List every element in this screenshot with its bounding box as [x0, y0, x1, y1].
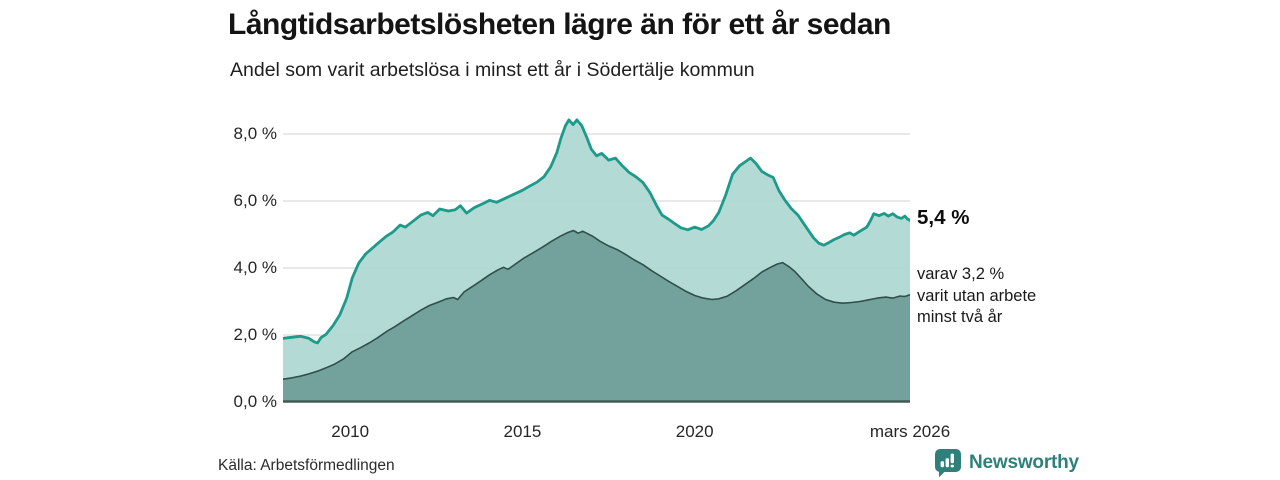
subset-annotation-line3: minst två år	[917, 308, 1003, 326]
newsworthy-brand: Newsworthy	[934, 448, 1079, 478]
page-title: Långtidsarbetslösheten lägre än för ett …	[228, 8, 891, 41]
x-tick-label-2015: 2015	[503, 422, 542, 441]
y-tick-label-2pct: 2,0 %	[233, 325, 277, 344]
y-tick-label-8pct: 8,0 %	[233, 124, 277, 143]
source-note: Källa: Arbetsförmedlingen	[218, 457, 395, 474]
newsworthy-logo-icon	[935, 449, 961, 478]
two-year-series-line	[283, 229, 910, 381]
newsworthy-wordmark: Newsworthy	[969, 452, 1079, 473]
total-series-line	[283, 118, 910, 345]
y-tick-label-4pct: 4,0 %	[233, 258, 277, 277]
y-tick-label-6pct: 6,0 %	[233, 191, 277, 210]
subset-annotation: varav 3,2 % varit utan arbete minst två …	[917, 264, 1036, 329]
x-tick-label-mars-2026: mars 2026	[869, 422, 951, 441]
subset-annotation-line2: varit utan arbete	[917, 286, 1037, 305]
area-chart-plot	[283, 118, 910, 403]
x-tick-label-2010: 2010	[331, 422, 370, 441]
subset-annotation-line1: varav 3,2 %	[917, 265, 1005, 283]
two-year-area-fill	[283, 230, 910, 402]
y-tick-label-0pct: 0,0 %	[233, 392, 277, 411]
page-subtitle: Andel som varit arbetslösa i minst ett å…	[230, 59, 755, 81]
total-end-value-label: 5,4 %	[917, 206, 970, 229]
x-tick-label-2020: 2020	[675, 422, 714, 441]
